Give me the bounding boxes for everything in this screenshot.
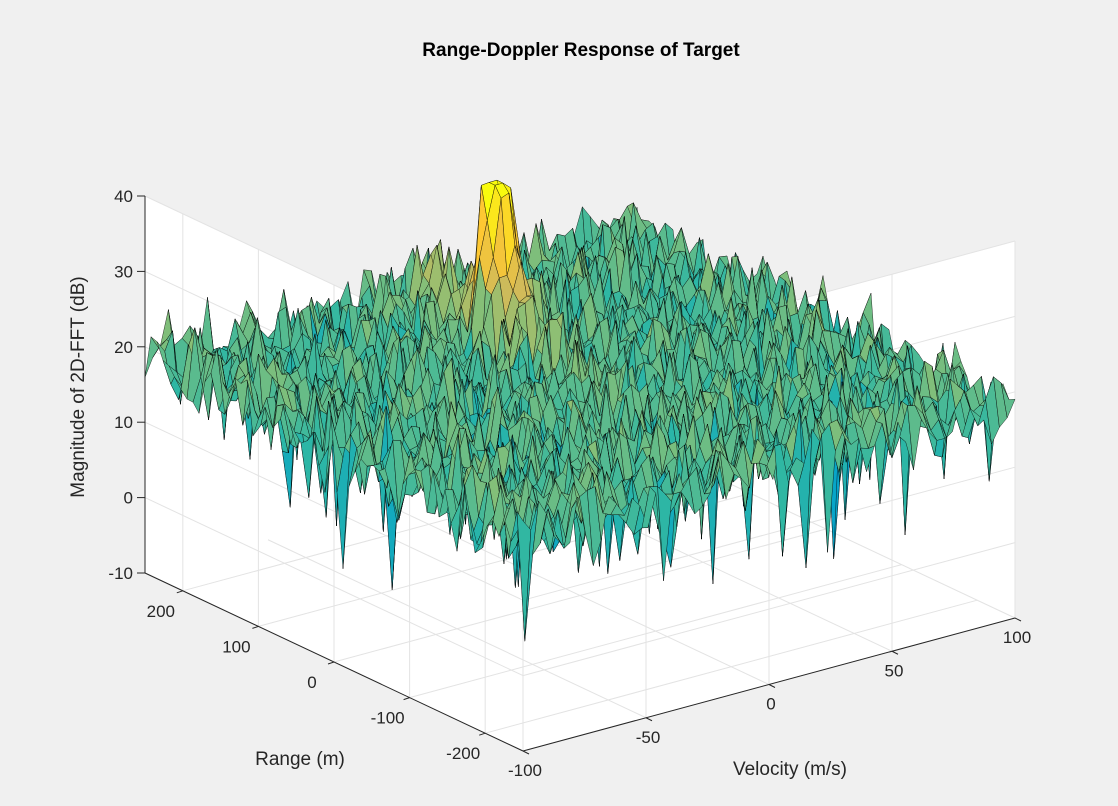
x-tick-mark — [522, 750, 530, 755]
y-tick-label: 200 — [147, 602, 175, 621]
x-tick-label: -50 — [636, 728, 661, 747]
y-tick-mark — [252, 625, 259, 629]
z-axis-label: Magnitude of 2D-FFT (dB) — [68, 276, 89, 497]
x-tick-label: -100 — [508, 761, 542, 780]
grid-line — [144, 497, 524, 677]
x-tick-label: 100 — [1003, 628, 1031, 647]
x-tick-mark — [768, 684, 776, 688]
y-tick-mark — [327, 661, 335, 665]
z-tick-label: -10 — [108, 564, 133, 583]
y-axis-label: Range (m) — [255, 749, 345, 770]
velocity-axis-ticks: -100 -50 0 50 100 — [508, 617, 1031, 780]
y-tick-label: -100 — [371, 709, 405, 728]
z-tick-label: 30 — [114, 262, 133, 281]
range-axis-ticks: -200 -100 0 100 200 — [147, 590, 486, 763]
x-tick-label: 50 — [885, 661, 904, 680]
y-tick-label: -200 — [446, 744, 480, 763]
grid-line — [144, 421, 524, 601]
z-tick-label: 10 — [114, 413, 133, 432]
y-tick-mark — [479, 732, 486, 736]
grid-line — [409, 564, 902, 699]
x-tick-mark — [891, 650, 899, 655]
grid-line — [522, 542, 1016, 677]
x-axis-label: Velocity (m/s) — [733, 759, 847, 780]
chart-title: Range-Doppler Response of Target — [422, 40, 740, 61]
x-tick-mark — [1014, 617, 1022, 622]
y-tick-mark — [403, 697, 410, 701]
x-tick-label: 0 — [766, 695, 775, 714]
grid-line — [485, 599, 978, 734]
x-tick-mark — [645, 717, 653, 722]
y-tick-label: 100 — [222, 637, 250, 656]
y-tick-mark — [176, 590, 183, 594]
z-tick-label: 40 — [114, 187, 133, 206]
surface-patch — [1000, 382, 1016, 419]
z-tick-label: 0 — [124, 489, 133, 508]
surface-mesh — [144, 179, 1016, 642]
magnitude-axis-ticks: -10 0 10 20 30 40 — [108, 187, 145, 583]
grid-line — [333, 528, 827, 663]
z-tick-label: 20 — [114, 338, 133, 357]
grid-line — [522, 466, 1016, 601]
y-tick-label: 0 — [307, 673, 316, 692]
